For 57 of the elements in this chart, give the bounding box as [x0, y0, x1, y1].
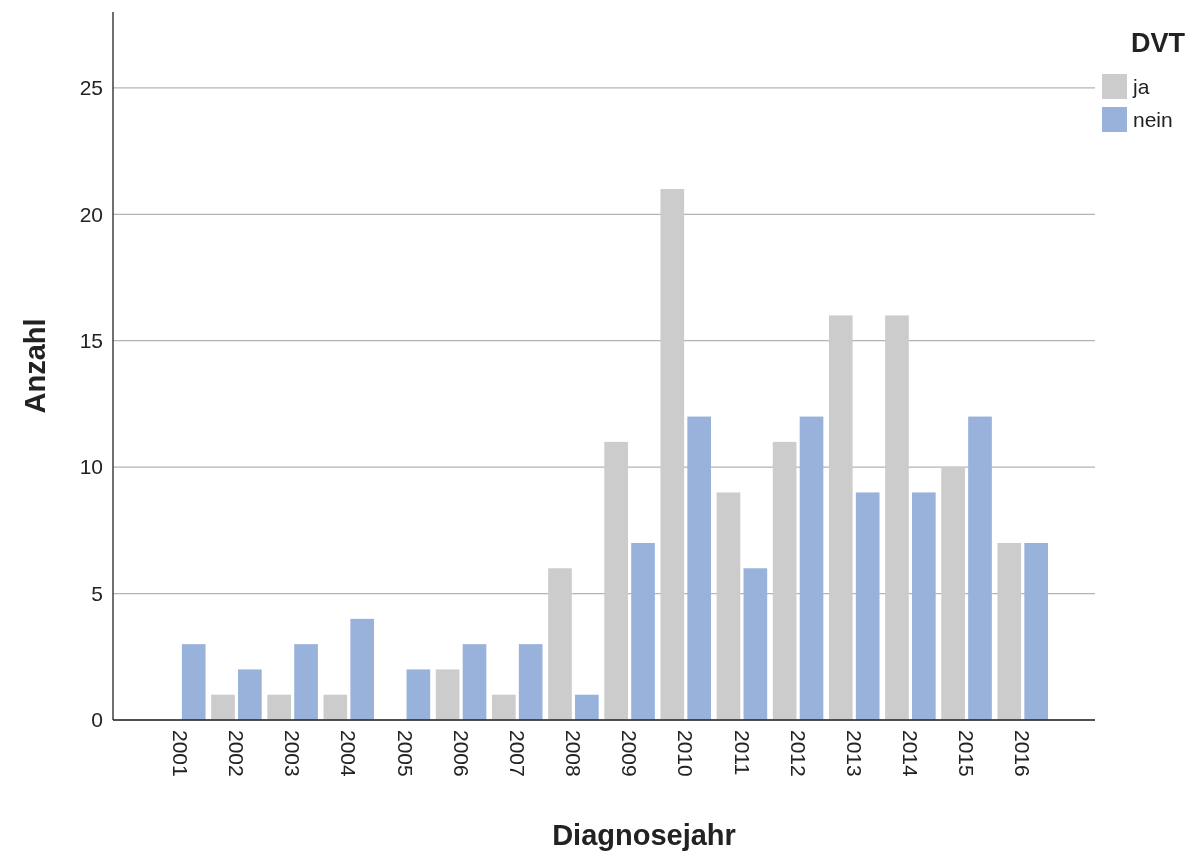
x-axis-title: Diagnosejahr [552, 819, 736, 851]
x-tick-label: 2011 [730, 730, 754, 776]
x-tick-label: 2004 [337, 730, 361, 778]
legend-label: nein [1133, 108, 1173, 132]
y-tick-label: 10 [79, 455, 103, 479]
bar [604, 441, 628, 720]
x-tick-label: 2010 [674, 730, 698, 777]
bar [631, 543, 655, 720]
x-tick-label: 2006 [449, 730, 473, 777]
y-tick-label: 0 [91, 708, 103, 732]
y-tick-label: 15 [79, 329, 103, 353]
bar [238, 669, 262, 720]
y-axis-title: Anzahl [19, 318, 51, 414]
bar [997, 543, 1022, 720]
x-tick-label: 2015 [955, 730, 979, 777]
bar [518, 644, 543, 720]
bar [462, 644, 487, 720]
bar [211, 694, 235, 720]
x-tick-label: 2009 [618, 730, 642, 777]
bar [435, 669, 460, 720]
bar [491, 694, 516, 720]
bar [1024, 543, 1048, 720]
y-tick-label: 25 [79, 76, 103, 100]
bar [716, 492, 741, 720]
x-tick-label: 2012 [786, 730, 810, 777]
legend-label: ja [1132, 75, 1150, 99]
x-tick-label: 2005 [393, 730, 417, 777]
bar [941, 467, 965, 720]
x-tick-label: 2013 [842, 730, 866, 777]
bar [855, 492, 880, 720]
bar [323, 694, 348, 720]
bar [772, 441, 797, 720]
bar [350, 618, 375, 720]
bar [548, 568, 572, 720]
bar [267, 694, 291, 720]
x-tick-label: 2008 [562, 730, 586, 777]
bar [406, 669, 431, 720]
x-tick-label: 2007 [505, 730, 529, 777]
bar [799, 416, 824, 720]
bar [912, 492, 936, 720]
bar [687, 416, 712, 720]
bar [828, 315, 853, 720]
bar [660, 189, 685, 720]
x-tick-label: 2016 [1011, 730, 1035, 777]
x-tick-label: 2003 [281, 730, 305, 777]
x-tick-label: 2014 [899, 730, 923, 778]
bar [885, 315, 909, 720]
x-tick-label: 2002 [225, 730, 249, 777]
bar [968, 416, 992, 720]
y-tick-label: 20 [79, 202, 103, 226]
legend-title: DVT [1131, 28, 1186, 58]
bar [181, 644, 206, 720]
bar [743, 568, 768, 720]
x-tick-label: 2001 [168, 730, 192, 777]
y-tick-label: 5 [91, 581, 103, 605]
bar [575, 694, 599, 720]
bar [294, 644, 318, 720]
